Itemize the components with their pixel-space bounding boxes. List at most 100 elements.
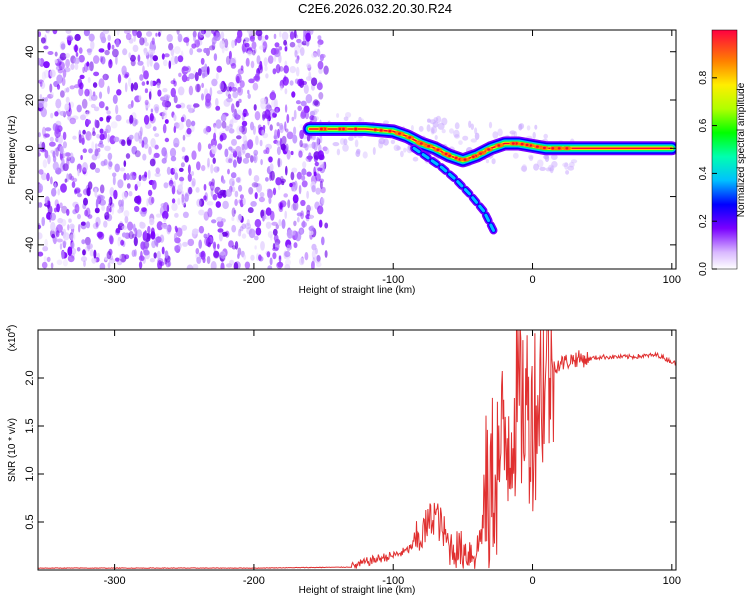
noise-speckle — [234, 38, 237, 46]
halo-speckle — [400, 150, 404, 158]
noise-speckle — [225, 189, 232, 197]
halo-speckle — [412, 156, 419, 162]
noise-speckle — [231, 216, 235, 221]
noise-speckle — [119, 221, 123, 227]
noise-speckle — [237, 68, 244, 75]
noise-speckle — [138, 174, 142, 181]
noise-speckle — [294, 231, 302, 242]
noise-speckle — [267, 55, 274, 64]
noise-speckle — [168, 179, 174, 187]
noise-speckle — [322, 161, 326, 169]
noise-speckle — [221, 121, 227, 129]
noise-speckle — [59, 202, 63, 209]
colorbar-tick-label: 0.4 — [698, 166, 709, 180]
noise-speckle — [231, 224, 237, 233]
noise-speckle — [85, 221, 91, 229]
noise-speckle — [272, 243, 276, 250]
noise-speckle — [75, 52, 79, 57]
noise-speckle — [231, 207, 236, 217]
noise-speckle — [230, 172, 237, 179]
noise-speckle — [150, 108, 154, 113]
noise-speckle — [84, 209, 89, 217]
halo-speckle — [529, 155, 534, 162]
noise-speckle — [204, 63, 208, 72]
noise-speckle — [272, 112, 277, 118]
noise-speckle — [120, 239, 124, 246]
noise-speckle — [245, 57, 250, 67]
noise-speckle — [174, 225, 178, 231]
noise-speckle — [125, 33, 132, 41]
noise-speckle — [106, 205, 110, 215]
noise-speckle — [139, 74, 144, 81]
noise-speckle — [253, 149, 259, 156]
halo-speckle — [336, 148, 341, 156]
noise-speckle — [243, 254, 247, 260]
noise-speckle — [301, 143, 308, 149]
halo-speckle — [434, 135, 438, 140]
noise-speckle — [78, 133, 82, 144]
noise-speckle — [64, 152, 72, 157]
noise-speckle — [149, 115, 156, 124]
noise-speckle — [179, 176, 185, 182]
noise-speckle — [155, 167, 161, 174]
noise-speckle — [99, 55, 103, 63]
noise-speckle — [57, 188, 60, 196]
noise-speckle — [278, 54, 282, 64]
noise-speckle — [311, 260, 315, 269]
noise-speckle — [284, 264, 291, 269]
noise-speckle — [87, 242, 91, 252]
noise-speckle — [155, 213, 162, 218]
noise-speckle — [52, 161, 59, 171]
noise-speckle — [144, 230, 148, 240]
noise-speckle — [107, 152, 113, 161]
halo-speckle — [539, 166, 546, 171]
hotspot-core — [448, 154, 452, 157]
noise-speckle — [303, 84, 309, 95]
noise-speckle — [264, 65, 268, 72]
noise-speckle — [121, 232, 127, 238]
noise-speckle — [291, 91, 296, 98]
noise-speckle — [216, 216, 224, 222]
spectrogram-frame — [37, 29, 677, 270]
noise-speckle — [311, 115, 318, 124]
noise-speckle — [94, 119, 98, 128]
noise-speckle — [100, 160, 106, 167]
noise-speckle — [59, 110, 67, 116]
y-tick-label: 0.5 — [24, 514, 36, 529]
noise-speckle — [216, 65, 222, 73]
noise-speckle — [255, 227, 262, 236]
noise-speckle — [44, 133, 50, 138]
noise-speckle — [96, 231, 103, 238]
noise-speckle — [248, 187, 254, 195]
noise-speckle — [170, 80, 176, 85]
hotspot-core — [419, 142, 423, 145]
noise-speckle — [116, 260, 123, 266]
noise-speckle — [258, 254, 262, 261]
noise-speckle — [218, 232, 223, 242]
noise-speckle — [317, 205, 324, 215]
snr-y-axis: 0.5 1.0 1.5 2.0 — [24, 370, 676, 530]
hotspot-core — [565, 147, 569, 150]
noise-speckle — [277, 157, 281, 168]
x-tick-label: -200 — [243, 575, 265, 587]
noise-speckle — [156, 250, 161, 260]
noise-speckle — [70, 175, 74, 181]
noise-speckle — [90, 94, 98, 101]
noise-speckle — [228, 81, 235, 89]
noise-speckle — [164, 53, 170, 58]
noise-speckle — [82, 111, 89, 118]
noise-speckle — [122, 48, 128, 56]
noise-speckle — [119, 167, 126, 172]
hotspot-core — [373, 128, 377, 131]
noise-speckle — [65, 58, 70, 68]
noise-speckle — [293, 109, 297, 120]
noise-speckle — [212, 157, 216, 164]
noise-speckle — [260, 100, 267, 110]
noise-speckle — [201, 93, 204, 101]
noise-speckle — [38, 224, 42, 229]
noise-speckle — [261, 129, 265, 136]
y-tick-label: -20 — [24, 189, 36, 205]
noise-speckle — [244, 222, 251, 230]
spectrogram-x-label: Height of straight line (km) — [299, 285, 416, 296]
hotspot-core — [436, 148, 440, 151]
